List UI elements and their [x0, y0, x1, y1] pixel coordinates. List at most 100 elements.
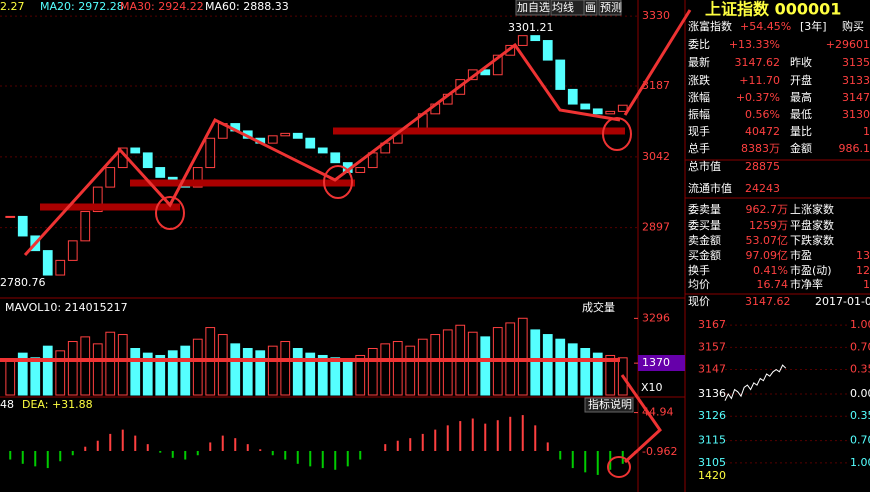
label: 97.09亿: [746, 249, 789, 262]
volume-bar: [167, 350, 178, 396]
label: +54.45%: [740, 20, 791, 33]
candle: [517, 35, 528, 46]
circle-mark: [607, 456, 631, 478]
label: 1.00%: [850, 318, 870, 331]
label: 3187: [642, 79, 670, 92]
label: 成交量: [582, 300, 615, 314]
label: DEA: +31.88: [22, 398, 93, 411]
label: 市盈(动): [790, 263, 832, 277]
candle: [80, 211, 91, 242]
label: 3135: [842, 56, 870, 69]
volume-bar: [342, 359, 353, 396]
volume-bar: [255, 350, 266, 396]
label: 开盘: [790, 73, 812, 87]
volume-bar: [217, 334, 228, 396]
label[interactable]: 画: [585, 1, 596, 14]
annotations: [0, 9, 692, 478]
label: 1.00%: [850, 456, 870, 469]
label: 3147.62: [735, 56, 781, 69]
volume-bar: [80, 336, 91, 396]
label: 3130: [842, 108, 870, 121]
label: 1420: [698, 469, 726, 482]
candle: [67, 240, 78, 261]
volume-bar: [92, 343, 103, 396]
label: 986.1: [839, 142, 870, 155]
volume-bar: [392, 341, 403, 396]
label: +0.37%: [736, 91, 780, 104]
label: 3042: [642, 150, 670, 163]
label: 3147: [842, 91, 870, 104]
volume-bar: [467, 331, 478, 396]
label: 3147: [698, 363, 726, 376]
volume-bar: [555, 338, 566, 396]
candle: [605, 110, 616, 115]
candle: [492, 54, 503, 76]
candle: [555, 59, 566, 90]
label: 1370: [642, 356, 670, 369]
trend-arrow: [620, 374, 662, 464]
label[interactable]: 加自选: [517, 1, 550, 14]
volume-bar: [617, 357, 628, 396]
label: 平盘家数: [790, 218, 834, 232]
label: 3133: [842, 74, 870, 87]
candle: [305, 137, 316, 149]
label: 振幅: [688, 107, 710, 121]
button[interactable]: [598, 0, 622, 16]
volume-bar: [105, 331, 116, 396]
volume-bar: [267, 345, 278, 396]
label[interactable]: 均线: [552, 0, 574, 14]
label: 0.35%: [850, 363, 870, 376]
candle: [567, 88, 578, 105]
label: 0.70%: [850, 434, 870, 447]
trend-arrow: [23, 42, 621, 257]
label: 16.74: [757, 278, 789, 291]
button[interactable]: [584, 397, 634, 413]
label[interactable]: 指标说明: [588, 397, 632, 411]
button[interactable]: [583, 0, 598, 16]
candle: [455, 79, 466, 95]
label: 总市值: [688, 159, 721, 173]
candle: [617, 104, 628, 112]
candle: [105, 167, 116, 188]
candle: [5, 215, 16, 218]
volume-bar: [30, 357, 41, 396]
label: [3年]: [800, 19, 827, 33]
label: 涨幅: [688, 91, 710, 104]
label: 40472: [745, 125, 780, 138]
volume-bar: [380, 343, 391, 396]
button[interactable]: [515, 0, 550, 16]
label: MA30: 2924.22: [120, 0, 204, 13]
label: 现价: [688, 295, 710, 308]
label: 3330: [642, 9, 670, 22]
circle-mark: [602, 117, 632, 151]
label: 流通市值: [688, 181, 732, 195]
circle-mark: [155, 196, 185, 230]
label: 现手: [688, 124, 710, 138]
label: 总手: [688, 141, 710, 155]
candle: [42, 250, 53, 276]
candle: [580, 103, 591, 110]
candle: [92, 186, 103, 213]
label: 量比: [790, 125, 812, 138]
volume-bar: [142, 352, 153, 396]
label: +13.33%: [729, 38, 780, 51]
label: 3296: [642, 311, 670, 324]
label[interactable]: 预测: [600, 1, 622, 14]
vol-highlight: [638, 355, 685, 371]
label: 昨收: [790, 55, 812, 69]
label: 委卖量: [688, 203, 721, 216]
label: 3105: [698, 456, 726, 469]
volume-bar: [430, 334, 441, 396]
label: 3157: [698, 340, 726, 353]
label: 2780.76: [0, 276, 46, 289]
volume-bar: [17, 352, 28, 396]
label: 均价: [688, 278, 710, 291]
quote-title: 上证指数 000001: [705, 0, 841, 19]
volume-bar: [117, 334, 128, 396]
volume-bar: [55, 350, 66, 396]
volume-bar: [42, 345, 53, 396]
label: 涨跌: [688, 73, 710, 87]
candle: [317, 147, 328, 154]
